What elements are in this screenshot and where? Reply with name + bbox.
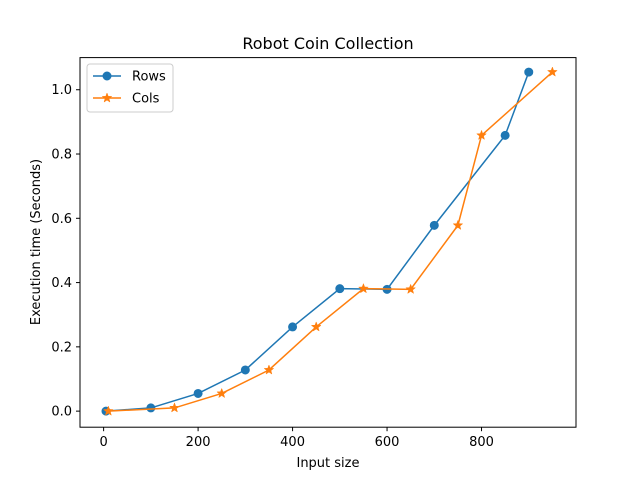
data-point-cols xyxy=(263,364,275,375)
data-point-rows xyxy=(240,365,250,375)
y-axis: 0.0 0.2 0.4 0.6 0.8 1.0 xyxy=(51,83,80,420)
y-tick-label: 0.0 xyxy=(51,405,72,420)
data-point-rows xyxy=(335,284,345,294)
data-point-cols xyxy=(310,321,322,332)
series-line-cols xyxy=(108,71,553,412)
data-point-cols xyxy=(476,129,487,140)
data-point-cols xyxy=(102,405,114,416)
series-line-rows xyxy=(105,71,530,412)
data-point-rows xyxy=(500,130,510,140)
data-point-rows xyxy=(193,388,203,398)
legend-label-cols: Cols xyxy=(132,92,160,107)
x-tick-label: 400 xyxy=(280,435,305,450)
data-point-rows xyxy=(524,67,534,77)
data-point-rows xyxy=(146,403,156,413)
y-tick-label: 0.8 xyxy=(51,148,72,163)
legend-marker-cols xyxy=(101,92,113,103)
x-axis: 0 200 400 600 800 xyxy=(99,427,494,450)
y-tick-label: 1.0 xyxy=(51,83,72,98)
x-axis-label: Input size xyxy=(296,456,359,471)
y-axis-label: Execution time (Seconds) xyxy=(29,159,44,325)
y-tick-label: 0.6 xyxy=(51,212,72,227)
x-tick-label: 0 xyxy=(99,435,107,450)
data-point-cols xyxy=(546,66,558,77)
data-point-cols xyxy=(216,387,228,399)
y-tick-label: 0.2 xyxy=(51,340,72,355)
data-point-cols xyxy=(357,282,369,294)
axes-frame xyxy=(79,57,577,428)
legend: Rows Cols xyxy=(86,63,174,113)
data-point-rows xyxy=(429,220,439,230)
x-tick-label: 200 xyxy=(186,435,211,450)
legend-marker-rows xyxy=(102,71,112,81)
legend-label-rows: Rows xyxy=(132,70,166,85)
plot-area xyxy=(101,66,558,416)
x-tick-label: 600 xyxy=(375,435,400,450)
data-point-cols xyxy=(169,402,180,413)
data-point-rows xyxy=(288,322,298,332)
chart-title: Robot Coin Collection xyxy=(242,34,413,53)
x-tick-label: 800 xyxy=(469,435,494,450)
y-tick-label: 0.4 xyxy=(51,276,72,291)
data-point-cols xyxy=(405,283,417,294)
data-point-cols xyxy=(452,219,464,230)
